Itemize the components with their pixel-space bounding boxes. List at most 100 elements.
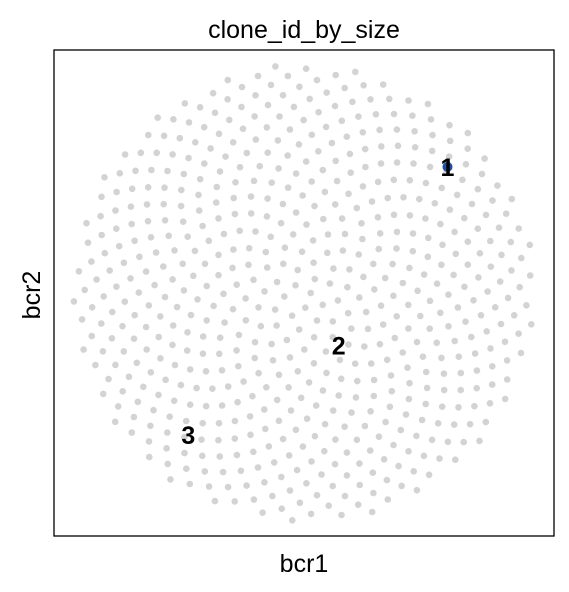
scatter-point — [425, 101, 432, 108]
scatter-point — [345, 341, 352, 348]
scatter-point — [166, 413, 173, 420]
scatter-point — [145, 132, 152, 139]
scatter-point — [184, 329, 191, 336]
scatter-point — [303, 480, 310, 487]
scatter-point — [345, 310, 352, 317]
scatter-point — [238, 104, 245, 111]
scatter-point — [394, 229, 401, 236]
scatter-point — [426, 472, 433, 479]
scatter-point — [308, 511, 315, 518]
scatter-point — [239, 84, 246, 91]
scatter-point — [347, 169, 354, 176]
scatter-point — [287, 126, 294, 133]
scatter-point — [311, 203, 318, 210]
scatter-point — [89, 333, 96, 340]
scatter-point — [169, 342, 176, 349]
scatter-point — [101, 174, 108, 181]
scatter-point — [360, 183, 367, 190]
scatter-point — [472, 350, 479, 357]
scatter-point — [319, 302, 326, 309]
scatter-point — [457, 387, 464, 394]
scatter-point — [122, 151, 129, 158]
scatter-point — [356, 460, 363, 467]
scatter-point — [371, 377, 378, 384]
scatter-point — [412, 144, 419, 151]
scatter-point — [162, 217, 169, 224]
scatter-point — [284, 152, 291, 159]
scatter-point — [382, 419, 389, 426]
scatter-point — [405, 302, 412, 309]
scatter-point — [342, 493, 349, 500]
scatter-point — [121, 260, 128, 267]
scatter-point — [76, 268, 83, 275]
scatter-point — [299, 248, 306, 255]
scatter-point — [504, 357, 511, 364]
scatter-point — [180, 218, 187, 225]
scatter-point — [203, 283, 210, 290]
scatter-point — [425, 235, 432, 242]
scatter-point — [150, 407, 157, 414]
scatter-point — [233, 281, 240, 288]
scatter-point — [264, 149, 271, 156]
scatter-point — [391, 212, 398, 219]
scatter-point — [276, 113, 283, 120]
scatter-point — [243, 482, 250, 489]
scatter-point — [232, 211, 239, 218]
scatter-point — [340, 247, 347, 254]
scatter-point — [395, 143, 402, 150]
scatter-point — [330, 407, 337, 414]
scatter-point — [314, 77, 321, 84]
scatter-point — [422, 401, 429, 408]
scatter-point — [406, 380, 413, 387]
scatter-point — [384, 477, 391, 484]
scatter-point — [394, 126, 401, 133]
scatter-point — [455, 304, 462, 311]
scatter-point — [406, 396, 413, 403]
scatter-point — [169, 151, 176, 158]
scatter-point — [233, 347, 240, 354]
scatter-point — [465, 261, 472, 268]
scatter-point — [235, 363, 242, 370]
scatter-point — [264, 213, 271, 220]
scatter-point — [367, 96, 374, 103]
scatter-point — [100, 348, 107, 355]
scatter-point — [287, 487, 294, 494]
scatter-point — [373, 111, 380, 118]
scatter-point — [348, 409, 355, 416]
scatter-point — [243, 317, 250, 324]
scatter-point — [438, 185, 445, 192]
scatter-point — [271, 459, 278, 466]
scatter-point — [232, 179, 239, 186]
scatter-point — [421, 453, 428, 460]
scatter-point — [244, 150, 251, 157]
scatter-point — [263, 384, 270, 391]
scatter-point — [113, 225, 120, 232]
scatter-point — [378, 302, 385, 309]
scatter-point — [502, 396, 509, 403]
scatter-point — [273, 322, 280, 329]
scatter-point — [170, 116, 177, 123]
scatter-point — [264, 195, 271, 202]
scatter-point — [315, 109, 322, 116]
scatter-point — [376, 433, 383, 440]
scatter-point — [252, 92, 259, 99]
scatter-point — [131, 312, 138, 319]
scatter-point — [380, 81, 387, 88]
scatter-point — [332, 72, 339, 79]
scatter-point — [296, 84, 303, 91]
scatter-point — [153, 249, 160, 256]
scatter-point — [148, 167, 155, 174]
scatter-point — [363, 309, 370, 316]
scatter-point — [201, 124, 208, 131]
scatter-point — [251, 355, 258, 362]
scatter-point — [264, 264, 271, 271]
scatter-point — [323, 370, 330, 377]
scatter-point — [261, 406, 268, 413]
scatter-point — [148, 369, 155, 376]
scatter-point — [249, 393, 256, 400]
scatter-point — [371, 393, 378, 400]
scatter-point — [356, 294, 363, 301]
scatter-point — [246, 245, 253, 252]
scatter-point — [484, 288, 491, 295]
scatter-point — [102, 250, 109, 257]
